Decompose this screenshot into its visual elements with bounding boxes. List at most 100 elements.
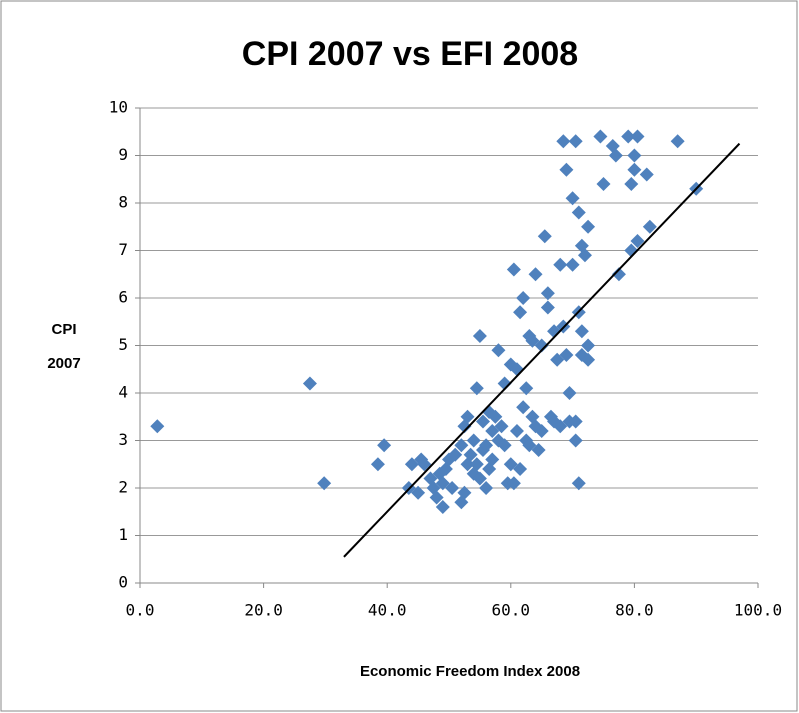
data-point: [568, 433, 583, 448]
trendline: [343, 142, 741, 558]
data-point: [411, 485, 426, 500]
y-tick-label: 7: [118, 240, 128, 259]
data-point: [565, 257, 580, 272]
data-point: [513, 305, 528, 320]
x-tick-label: 0.0: [126, 601, 155, 620]
data-point: [404, 457, 419, 472]
data-point: [611, 267, 626, 282]
data-point: [621, 129, 636, 144]
data-point: [571, 476, 586, 491]
data-point: [568, 414, 583, 429]
data-point: [534, 424, 549, 438]
data-point: [528, 267, 543, 282]
data-point: [469, 457, 484, 472]
y-axis-label: CPI: [51, 321, 76, 338]
data-point: [581, 352, 596, 367]
data-point: [670, 134, 685, 149]
data-point: [485, 424, 500, 438]
data-point: [525, 333, 540, 348]
data-point: [429, 490, 444, 505]
data-point: [550, 352, 565, 367]
data-point: [608, 148, 623, 163]
data-point: [531, 443, 546, 457]
data-point: [497, 376, 512, 391]
data-point: [571, 205, 586, 220]
x-tick-label: 40.0: [368, 601, 407, 620]
x-tick-label: 80.0: [615, 601, 654, 620]
data-point: [553, 419, 568, 434]
data-point: [596, 177, 611, 191]
data-point: [150, 419, 165, 434]
x-tick-label: 20.0: [244, 601, 283, 620]
data-point: [445, 481, 460, 495]
data-point: [553, 257, 568, 272]
y-tick-label: 5: [118, 335, 128, 354]
y-tick-label: 8: [118, 193, 128, 212]
data-point: [627, 162, 642, 177]
data-point: [302, 376, 317, 391]
data-point: [556, 134, 571, 149]
data-point: [574, 324, 589, 339]
data-point: [457, 485, 472, 500]
data-point: [448, 447, 463, 462]
y-tick-label: 9: [118, 145, 128, 164]
data-point: [506, 476, 521, 491]
data-point: [540, 300, 555, 315]
data-point: [503, 457, 518, 472]
data-point: [534, 338, 549, 353]
data-point: [522, 438, 537, 453]
data-point: [593, 129, 608, 144]
data-point: [506, 262, 521, 277]
chart-title: CPI 2007 vs EFI 2008: [242, 35, 578, 73]
data-point: [479, 438, 494, 453]
y-tick-label: 1: [118, 525, 128, 544]
data-point: [630, 129, 645, 144]
data-point: [463, 447, 478, 462]
x-axis-label: Economic Freedom Index 2008: [360, 663, 580, 680]
y-tick-label: 0: [118, 573, 128, 592]
data-point: [537, 229, 552, 244]
data-point: [509, 424, 524, 438]
data-point: [488, 409, 503, 424]
data-point: [454, 438, 469, 453]
x-tick-label: 100.0: [734, 601, 782, 620]
data-point: [516, 400, 531, 415]
data-point: [642, 219, 657, 234]
data-point: [491, 343, 506, 358]
data-point: [435, 476, 450, 491]
data-point: [581, 338, 596, 353]
data-point: [494, 419, 509, 434]
data-point: [497, 438, 512, 453]
data-point: [568, 134, 583, 149]
y-tick-label: 2: [118, 478, 128, 497]
y-tick-label: 4: [118, 383, 128, 402]
data-point: [377, 438, 392, 453]
data-point: [485, 452, 500, 467]
data-point: [435, 500, 450, 514]
data-point: [466, 433, 481, 448]
y-tick-label: 6: [118, 288, 128, 307]
data-point: [581, 219, 596, 234]
data-point: [519, 381, 534, 396]
y-axis-label: 2007: [47, 355, 80, 372]
data-point: [472, 329, 487, 343]
data-point: [513, 462, 528, 476]
data-point: [317, 476, 332, 491]
data-point: [627, 148, 642, 163]
data-point: [460, 409, 475, 424]
y-tick-label: 10: [109, 98, 128, 117]
data-point: [469, 381, 484, 396]
data-point: [417, 457, 432, 472]
data-point: [559, 348, 574, 362]
data-point: [565, 191, 580, 206]
data-point: [370, 457, 385, 472]
data-point: [472, 471, 487, 486]
data-point: [577, 248, 592, 263]
x-tick-label: 60.0: [492, 601, 531, 620]
y-tick-label: 3: [118, 430, 128, 449]
data-point: [624, 177, 639, 191]
data-point: [479, 481, 494, 495]
data-point: [475, 414, 490, 429]
